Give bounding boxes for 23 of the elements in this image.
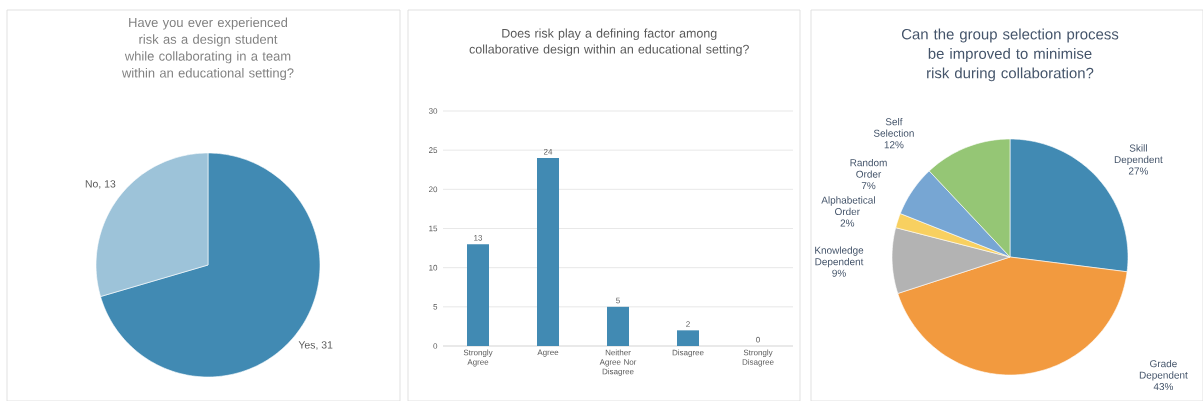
chart-title: Does risk play a defining factor among collaborative design within an educational setting? xyxy=(469,28,749,57)
chart-title: Can the group selection process be improved to minimise risk during collaboration? xyxy=(901,28,1119,82)
slice-label: Skill Dependent xyxy=(1114,144,1163,166)
slice-label: Alphabetical Order xyxy=(821,196,875,216)
data-label: 7% xyxy=(861,182,876,190)
data-label: 2% xyxy=(840,219,855,227)
data-label: 12% xyxy=(884,141,904,149)
data-label: , 13 xyxy=(99,180,116,189)
data-label: , 31 xyxy=(316,341,333,350)
slice-label: Yes xyxy=(298,341,316,349)
bar xyxy=(537,158,560,346)
slice-label: Knowledge Dependent xyxy=(815,246,864,268)
slice-label: Grade Dependent xyxy=(1139,359,1188,381)
data-label: 9% xyxy=(832,269,846,277)
slice-label: Random Order xyxy=(850,158,887,178)
data-label: 43% xyxy=(1153,383,1174,391)
data-label: 27% xyxy=(1128,167,1149,175)
bar xyxy=(607,306,630,346)
bar xyxy=(677,330,700,346)
slice-label: No xyxy=(85,180,98,188)
chart-title: Have you ever experienced risk as a design student while collaborating in a team within an educational setting? xyxy=(121,17,294,81)
bar xyxy=(467,244,489,346)
slice-label: Self Selection xyxy=(873,118,914,137)
